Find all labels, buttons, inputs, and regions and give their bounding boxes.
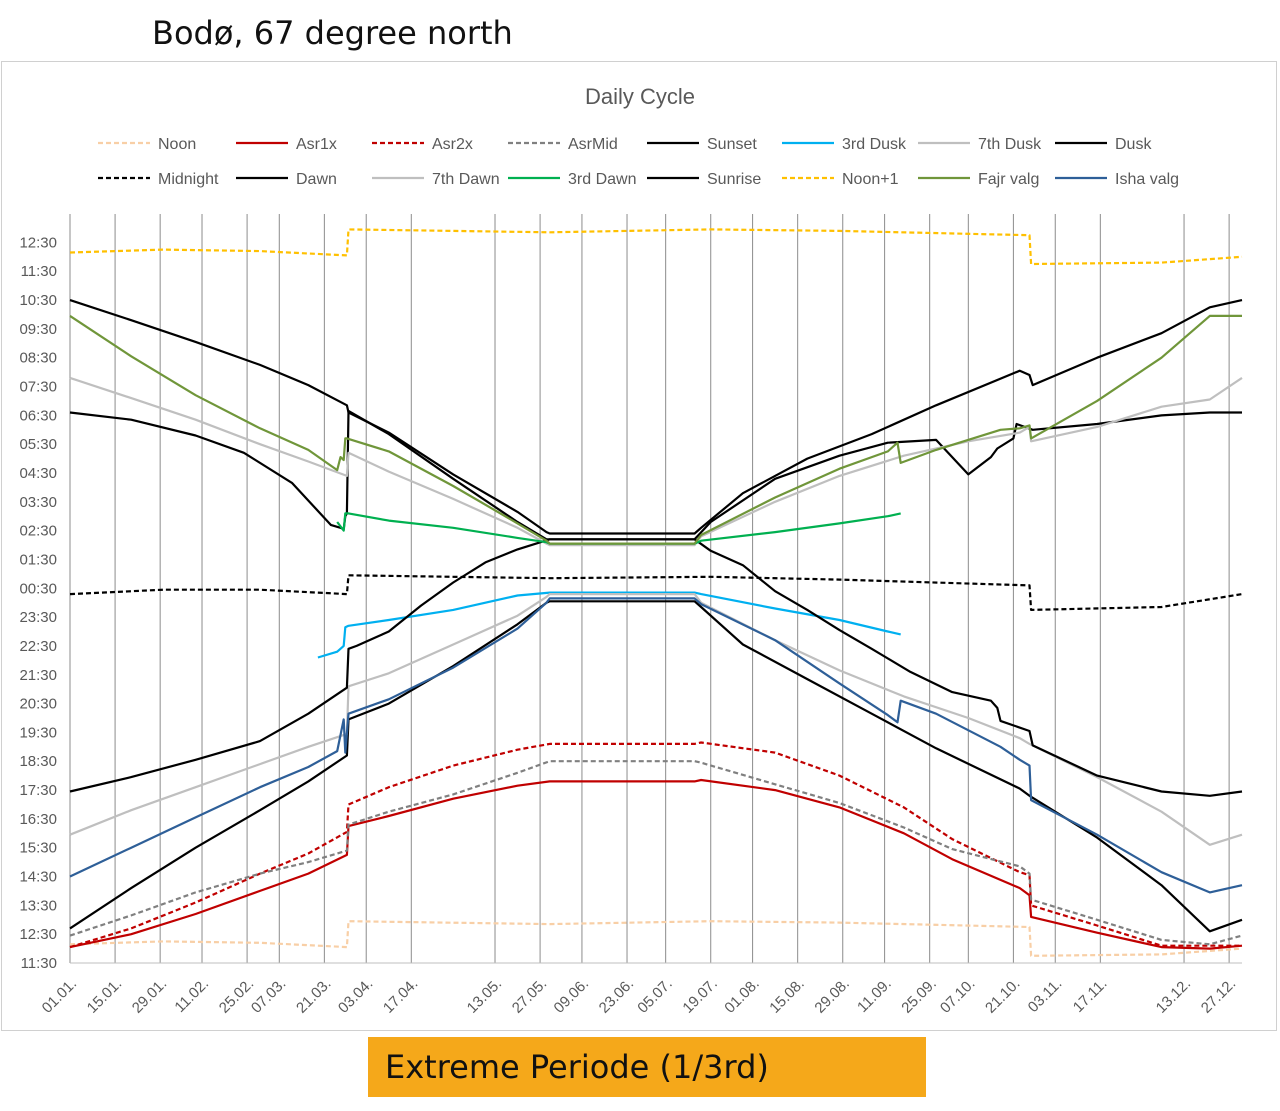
legend-label: Sunset: [707, 136, 757, 153]
series-line-asr1x: [69, 778, 1243, 950]
y-tick-label: 17:30: [19, 782, 57, 799]
legend-label: Asr1x: [296, 136, 337, 153]
x-tick-label: 03.11.: [1025, 975, 1066, 1016]
series-line-asrmid: [69, 760, 1243, 946]
x-tick-label: 15.08.: [766, 975, 808, 1017]
legend-label: Midnight: [158, 171, 219, 188]
x-tick-label: 01.01.: [39, 975, 81, 1017]
series-line-7th-dusk: [69, 593, 1243, 846]
x-tick-label: 13.05.: [464, 975, 506, 1017]
y-tick-label: 08:30: [19, 350, 57, 367]
x-tick-label: 25.09.: [898, 975, 940, 1017]
x-tick-label: 11.02.: [171, 975, 212, 1016]
legend-label: Dusk: [1115, 136, 1152, 153]
x-tick-label: 27.05.: [509, 975, 551, 1017]
y-tick-label: 15:30: [19, 840, 57, 857]
chart-title: Daily Cycle: [585, 84, 695, 109]
legend-label: Asr2x: [432, 136, 473, 153]
legend-label: Fajr valg: [978, 171, 1039, 188]
y-tick-label: 14:30: [19, 869, 57, 886]
x-tick-label: 29.01.: [129, 975, 171, 1017]
series-line-sunrise: [69, 299, 1243, 535]
y-tick-label: 11:30: [21, 263, 57, 280]
x-tick-label: 21.10.: [982, 975, 1024, 1017]
series-line-dusk: [69, 538, 1243, 797]
x-tick-label: 17.11.: [1070, 975, 1111, 1016]
x-tick-label: 05.07.: [634, 975, 676, 1017]
y-tick-label: 10:30: [19, 292, 57, 309]
legend-label: 3rd Dusk: [842, 136, 907, 153]
y-tick-label: 21:30: [19, 667, 57, 684]
x-tick-label: 11.09.: [854, 975, 895, 1016]
y-tick-label: 02:30: [19, 523, 57, 540]
x-tick-label: 15.01.: [84, 975, 126, 1017]
y-tick-label: 03:30: [19, 494, 57, 511]
daily-cycle-chart: Daily Cycle 01.01. 15.01. 29.01. 11.02. 25.0…: [19, 84, 1243, 1017]
legend-label: 3rd Dawn: [568, 171, 636, 188]
x-tick-label: 25.02.: [216, 975, 258, 1017]
y-tick-label: 07:30: [19, 379, 57, 396]
x-tick-label: 23.06.: [596, 975, 638, 1017]
legend-label: Sunrise: [707, 171, 761, 188]
y-tick-label: 01:30: [19, 551, 57, 568]
y-tick-label: 06:30: [19, 407, 57, 424]
series-line-asr2x: [69, 741, 1242, 949]
series-line-3rd-dawn: [336, 512, 901, 545]
series-line-fajr-valg: [69, 314, 1242, 545]
series-line-7th-dawn: [69, 376, 1243, 547]
y-tick-label: 12:30: [19, 234, 57, 251]
grid-layer: [69, 214, 1230, 963]
y-tick-label: 18:30: [19, 753, 57, 770]
legend-label: Isha valg: [1115, 171, 1179, 188]
page-heading: Bodø, 67 degree north: [152, 14, 513, 52]
footer-banner: [368, 1037, 926, 1097]
y-tick-label: 11:30: [21, 955, 57, 972]
axis-layer: 01.01. 15.01. 29.01. 11.02. 25.02.07.03. 21.0…: [19, 234, 1242, 1017]
y-tick-label: 13:30: [19, 897, 57, 914]
x-tick-label: 07.03.: [248, 975, 290, 1017]
series-line-sunset: [69, 600, 1243, 933]
legend-label: Noon: [158, 136, 196, 153]
x-tick-label: 19.07.: [679, 975, 721, 1017]
x-tick-label: 07.10.: [937, 975, 979, 1017]
y-tick-label: 20:30: [19, 696, 57, 713]
legend-label: AsrMid: [568, 136, 618, 153]
x-tick-label: 29.08.: [811, 975, 853, 1017]
y-tick-label: 23:30: [19, 609, 57, 626]
series-layer: [69, 228, 1243, 957]
x-tick-label: 27.12.: [1198, 975, 1240, 1017]
y-tick-label: 19:30: [19, 724, 57, 741]
x-tick-label: 13.12.: [1153, 975, 1195, 1017]
y-tick-label: 22:30: [19, 638, 57, 655]
x-tick-label: 21.03.: [293, 975, 335, 1017]
legend-label: Dawn: [296, 171, 337, 188]
series-line-midnight: [69, 574, 1243, 611]
y-tick-label: 04:30: [19, 465, 57, 482]
series-line-isha-valg: [69, 597, 1243, 894]
series-line-noon-1: [69, 228, 1243, 266]
y-tick-label: 05:30: [19, 436, 57, 453]
legend-label: Noon+1: [842, 171, 899, 188]
footer-banner-label: Extreme Periode (1/3rd): [385, 1048, 769, 1086]
series-line-noon: [69, 920, 1243, 957]
y-tick-label: 00:30: [19, 580, 57, 597]
legend-label: 7th Dusk: [978, 136, 1042, 153]
x-tick-label: 03.04.: [335, 975, 377, 1017]
x-tick-label: 09.06.: [551, 975, 593, 1017]
y-tick-label: 09:30: [19, 321, 57, 338]
y-tick-label: 16:30: [19, 811, 57, 828]
y-tick-label: 12:30: [19, 926, 57, 943]
series-line-dawn: [69, 409, 1242, 541]
x-tick-label: 01.08.: [721, 975, 763, 1017]
legend-label: 7th Dawn: [432, 171, 500, 188]
x-tick-label: 17.04.: [380, 975, 422, 1017]
legend: Noon Asr1x Asr2x AsrMid Sunset 3rd Dusk 7th Du…: [98, 136, 1179, 188]
